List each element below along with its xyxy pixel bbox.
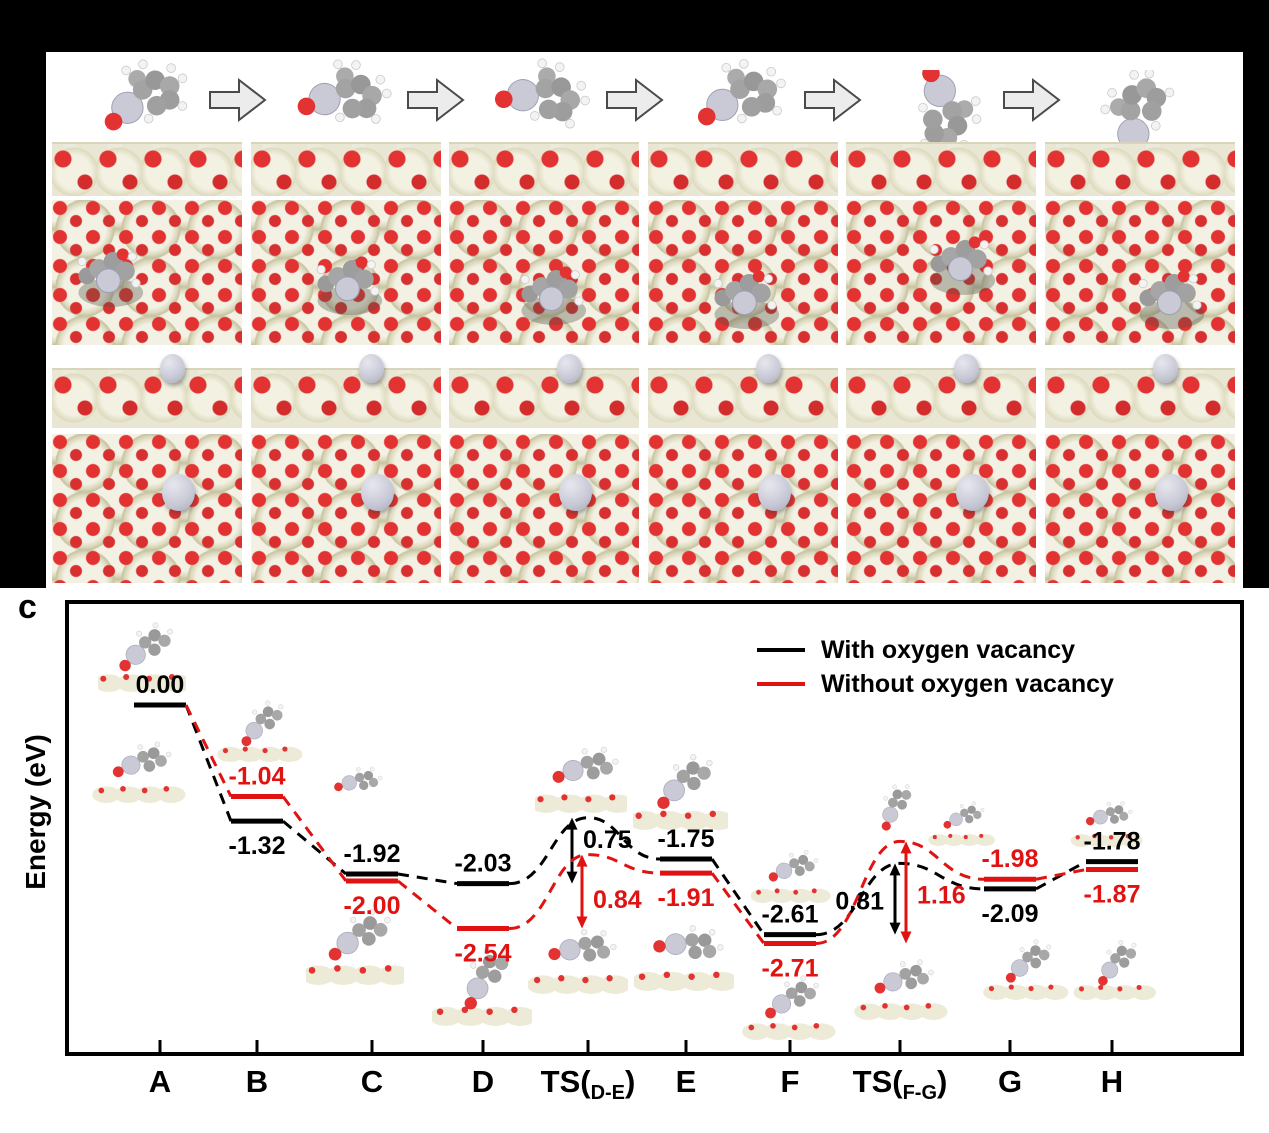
x-tick-label: G [998,1064,1022,1099]
step-arrow-icon [804,76,862,124]
molecule-structure-icon [78,56,206,142]
metal-adatom-icon [954,354,979,383]
metal-adatom-icon [162,474,195,511]
metal-adatom-icon [359,354,384,383]
metal-adatom-icon [1153,354,1178,383]
legend-label: Without oxygen vacancy [821,670,1114,699]
step-arrow-icon [606,76,664,124]
slab-side-view-adatom [449,368,639,428]
adsorbate-cluster-icon [922,228,1006,295]
metal-adatom-icon [559,474,592,511]
slab-top-view-adsorbate [1045,200,1235,345]
slab-side-view-adatom [846,368,1036,428]
slab-top-view-adatom [251,434,441,583]
slab-top-view-adsorbate [52,200,242,345]
metal-adatom-icon [361,474,394,511]
legend-line-red-icon [757,682,805,686]
slab-top-view-adatom [52,434,242,583]
slab-side-view-adatom [52,368,242,428]
legend-label: With oxygen vacancy [821,636,1075,665]
molecule-structure-icon [674,56,802,142]
slab-top-view-adsorbate [846,200,1036,345]
adsorbate-cluster-icon [513,258,597,325]
figure-root: c Energy (eV) With oxygen vacancy Withou… [0,0,1269,1133]
molecule-structure-icon [475,56,603,142]
panel-label: c [18,588,37,627]
slab-top-view-adatom [1045,434,1235,583]
slab-side-view-adsorbate [251,142,441,196]
slab-side-view-adsorbate [1045,142,1235,196]
slab-top-view-adatom [648,434,838,583]
slab-side-view-adsorbate [449,142,639,196]
step-arrow-icon [407,76,465,124]
x-tick-label: F [781,1064,800,1099]
x-tick-label: TS(F-G) [853,1064,948,1104]
step-arrow-icon [1003,76,1061,124]
left-crop-bar [0,0,46,588]
x-tick-label: B [246,1064,268,1099]
slab-top-view-adatom [449,434,639,583]
slab-side-view-adsorbate [648,142,838,196]
slab-side-view-adsorbate [52,142,242,196]
slab-top-view-adsorbate [449,200,639,345]
slab-side-view-adsorbate [846,142,1036,196]
slab-top-view-adatom [846,434,1036,583]
metal-adatom-icon [956,474,989,511]
chart-legend: With oxygen vacancy Without oxygen vacan… [757,633,1114,701]
slab-side-view-adatom [648,368,838,428]
x-tick-label: H [1101,1064,1123,1099]
metal-adatom-icon [758,474,791,511]
molecule-structure-icon [277,56,405,142]
x-tick-label: C [361,1064,383,1099]
metal-adatom-icon [160,354,185,383]
x-tick-label: TS(D-E) [541,1064,636,1104]
legend-item-without-vacancy: Without oxygen vacancy [757,667,1114,701]
x-tick-label: A [149,1064,171,1099]
legend-item-with-vacancy: With oxygen vacancy [757,633,1114,667]
adsorbate-cluster-icon [1131,262,1215,329]
slab-top-view-adsorbate [251,200,441,345]
x-tick-label: D [472,1064,494,1099]
slab-side-view-adatom [251,368,441,428]
adsorbate-cluster-icon [706,262,790,329]
x-tick-label: E [676,1064,697,1099]
step-arrow-icon [209,76,267,124]
metal-adatom-icon [756,354,781,383]
legend-line-black-icon [757,648,805,652]
adsorbate-cluster-icon [309,248,393,315]
top-crop-bar [0,0,1269,52]
metal-adatom-icon [557,354,582,383]
y-axis-label: Energy (eV) [20,734,52,890]
metal-adatom-icon [1155,474,1188,511]
adsorbate-cluster-icon [70,240,154,307]
slab-top-view-adsorbate [648,200,838,345]
right-crop-bar [1243,0,1269,588]
slab-side-view-adatom [1045,368,1235,428]
